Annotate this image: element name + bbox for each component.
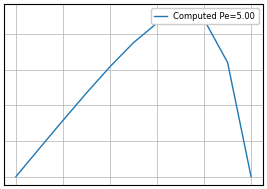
- Computed Pe=5.00: [38, 147, 41, 149]
- Computed Pe=5.00: [85, 92, 88, 94]
- Computed Pe=5.00: [202, 18, 206, 21]
- Computed Pe=5.00: [14, 176, 18, 178]
- Computed Pe=5.00: [226, 61, 229, 64]
- Line: Computed Pe=5.00: Computed Pe=5.00: [16, 12, 251, 177]
- Computed Pe=5.00: [249, 176, 253, 178]
- Computed Pe=5.00: [179, 11, 182, 13]
- Computed Pe=5.00: [155, 22, 159, 24]
- Legend: Computed Pe=5.00: Computed Pe=5.00: [151, 8, 259, 24]
- Computed Pe=5.00: [132, 42, 135, 44]
- Computed Pe=5.00: [108, 66, 112, 68]
- Computed Pe=5.00: [61, 119, 65, 122]
